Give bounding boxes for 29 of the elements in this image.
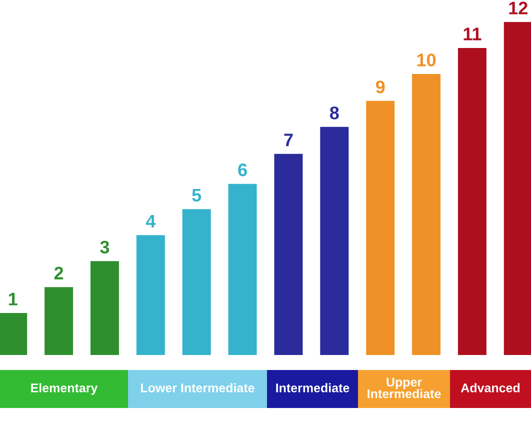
- bar: [412, 74, 441, 355]
- x-tick-label: 9: [376, 80, 385, 94]
- bar: [182, 209, 211, 355]
- bar: [320, 126, 349, 355]
- text: Upper Intermediate: [368, 378, 441, 398]
- bar: [504, 22, 531, 355]
- x-tick-label: 10: [417, 54, 436, 66]
- text: Lower Intermediate: [141, 383, 254, 392]
- x-tick-label: 8: [330, 106, 339, 120]
- x-tick-label: 3: [100, 240, 110, 254]
- x-tick-label: 4: [146, 214, 156, 228]
- x-tick-label: 11: [464, 28, 482, 40]
- bar: [136, 235, 165, 355]
- text: Elementary: [31, 383, 98, 395]
- x-tick-label: 7: [284, 134, 293, 146]
- x-tick-label: 5: [192, 188, 202, 202]
- bar: [366, 100, 395, 355]
- bar: [458, 48, 486, 355]
- text: Advanced: [460, 383, 520, 392]
- bar: [0, 313, 28, 355]
- x-tick-label: 12: [509, 2, 528, 14]
- bar: [44, 287, 74, 355]
- bar: [90, 261, 119, 355]
- bar: [228, 184, 257, 355]
- bar: [274, 154, 303, 355]
- x-tick-label: 2: [54, 266, 64, 280]
- x-tick-label: 1: [8, 292, 18, 306]
- x-tick-label: 6: [238, 163, 247, 176]
- text: Intermediate: [276, 383, 350, 392]
